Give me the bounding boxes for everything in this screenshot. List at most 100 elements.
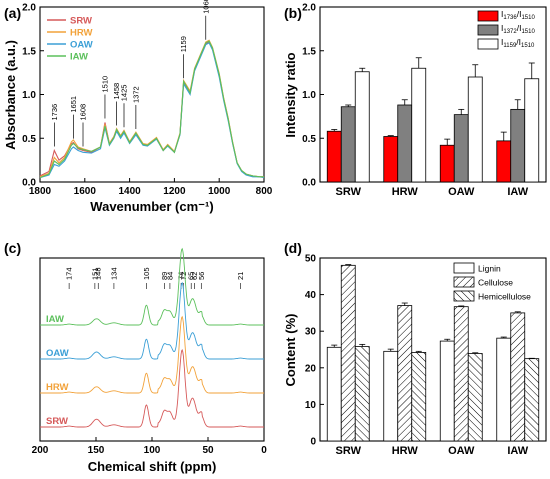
bar: [467, 76, 483, 183]
annotation-label: 1159: [179, 36, 188, 52]
annotation-label: 174: [65, 267, 74, 280]
panel-label-a: (a): [4, 5, 21, 21]
legend-swatch: [453, 276, 475, 288]
annotation-label: 151: [90, 267, 99, 280]
bars-b: [326, 57, 540, 183]
annotation-label: 1608: [79, 104, 88, 121]
plot-frame-c: [39, 257, 265, 442]
x-tick-label: 1600: [74, 186, 97, 197]
bar: [354, 71, 370, 183]
legend-label: HRW: [70, 28, 93, 39]
x-tick-label: 150: [88, 445, 105, 456]
series-label-oaw: OAW: [46, 348, 69, 359]
series-line-hrw: [40, 315, 264, 394]
y-axis-title-a: Absorbance (a.u.): [3, 40, 18, 150]
legend-swatch: [477, 10, 499, 22]
legend-label-part: /I: [517, 23, 522, 33]
category-label: SRW: [336, 186, 362, 198]
x-tick-label: 50: [202, 445, 214, 456]
axes-ticks-d: 0 10 20 30 40 50 SRW HRW OAW IAW: [305, 254, 529, 458]
annotation-label: 1651: [69, 96, 78, 113]
y-tick-label: 1.0: [302, 90, 316, 101]
category-label: IAW: [507, 186, 528, 198]
annotation-label: 21: [236, 272, 245, 280]
plot-frame-d: [319, 257, 547, 442]
bar: [383, 350, 399, 442]
y-tick-label: 20: [305, 363, 317, 374]
bar: [453, 306, 469, 442]
x-tick-label: 200: [32, 445, 49, 456]
panel-label-c: (c): [4, 240, 21, 256]
bar: [524, 78, 540, 183]
bar: [496, 337, 512, 442]
legend-d: Lignin Cellulose Hemicellulose: [453, 262, 531, 302]
y-tick-label: 1.5: [22, 46, 36, 57]
annotation-label: 148: [94, 267, 103, 280]
bars-d: [326, 264, 540, 442]
y-axis-title-b: Intensity ratio: [283, 52, 298, 137]
annotation-label: 1458: [112, 83, 121, 100]
bar: [453, 114, 469, 183]
series-line-srw: [40, 349, 264, 428]
annotation-label: 1372: [131, 86, 140, 103]
x-axis-title-c: Chemical shift (ppm): [88, 459, 217, 474]
y-tick-label: 40: [305, 290, 317, 301]
panel-b: (b) Intensity ratio 0.0 0.5 1.0 1.5 2.0 SRW HR…: [283, 3, 547, 199]
y-tick-label: 0.5: [302, 134, 316, 145]
category-label: OAW: [448, 445, 475, 457]
panel-label-d: (d): [284, 240, 302, 256]
y-tick-label: 2.0: [302, 3, 316, 14]
bar: [397, 305, 413, 442]
x-tick-label: 1400: [118, 186, 141, 197]
category-label: HRW: [392, 186, 419, 198]
legend-label: Hemicellulose: [478, 292, 531, 302]
legend-label-part: 1510: [521, 15, 535, 21]
x-tick-label: 100: [144, 445, 161, 456]
bar: [326, 130, 342, 183]
legend-label: OAW: [70, 40, 93, 51]
legend-label: I1159/I1510: [501, 37, 535, 49]
category-label: HRW: [392, 445, 419, 457]
legend-label-part: I: [501, 37, 503, 47]
legend-label: IAW: [70, 52, 88, 63]
category-label: OAW: [448, 186, 475, 198]
x-tick-label: 1800: [29, 186, 52, 197]
bar: [439, 340, 455, 442]
annotation-label: 1425: [120, 85, 129, 102]
series-lines-a: [39, 39, 265, 179]
bar: [326, 346, 342, 442]
legend-label-part: 1510: [521, 43, 535, 49]
legend-label-part: 1159: [503, 43, 517, 49]
annotation-label: 84: [165, 272, 174, 280]
bar: [411, 67, 427, 183]
x-tick-label: 1000: [208, 186, 231, 197]
annotation-label: 65: [187, 272, 196, 280]
legend-label: Lignin: [478, 264, 501, 274]
annotation-label: 1060: [201, 0, 210, 14]
legend-label-part: 1372: [503, 29, 517, 35]
bar: [354, 346, 370, 442]
x-tick-label: 0: [261, 445, 267, 456]
bar: [340, 106, 356, 183]
legend-label-part: 1510: [521, 29, 535, 35]
annotation-label: 1510: [100, 76, 109, 93]
y-axis-title-d: Content (%): [283, 314, 298, 387]
legend-label-part: I: [501, 23, 503, 33]
y-tick-label: 1.5: [302, 46, 316, 57]
legend-label-part: 1736: [503, 15, 517, 21]
legend-swatch: [453, 290, 475, 302]
legend-swatch: [477, 38, 499, 50]
series-label-iaw: IAW: [46, 314, 64, 325]
annotation-label: 1736: [50, 104, 59, 121]
bar: [467, 353, 483, 442]
category-label: SRW: [336, 445, 362, 457]
axes-ticks-b: 0.0 0.5 1.0 1.5 2.0 SRW HRW OAW IAW: [302, 3, 529, 199]
legend-label-part: /I: [516, 37, 521, 47]
bar: [496, 140, 512, 183]
x-tick-label: 1200: [163, 186, 186, 197]
